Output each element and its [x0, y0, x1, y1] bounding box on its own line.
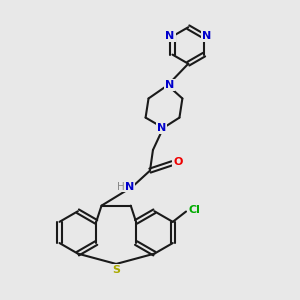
Text: Cl: Cl: [188, 205, 200, 215]
Text: N: N: [157, 123, 167, 133]
Text: S: S: [112, 265, 120, 275]
Text: N: N: [166, 31, 175, 41]
Text: O: O: [173, 157, 183, 167]
Text: N: N: [125, 182, 135, 192]
Text: N: N: [164, 80, 174, 90]
Text: N: N: [202, 31, 211, 41]
Text: H: H: [117, 182, 125, 192]
